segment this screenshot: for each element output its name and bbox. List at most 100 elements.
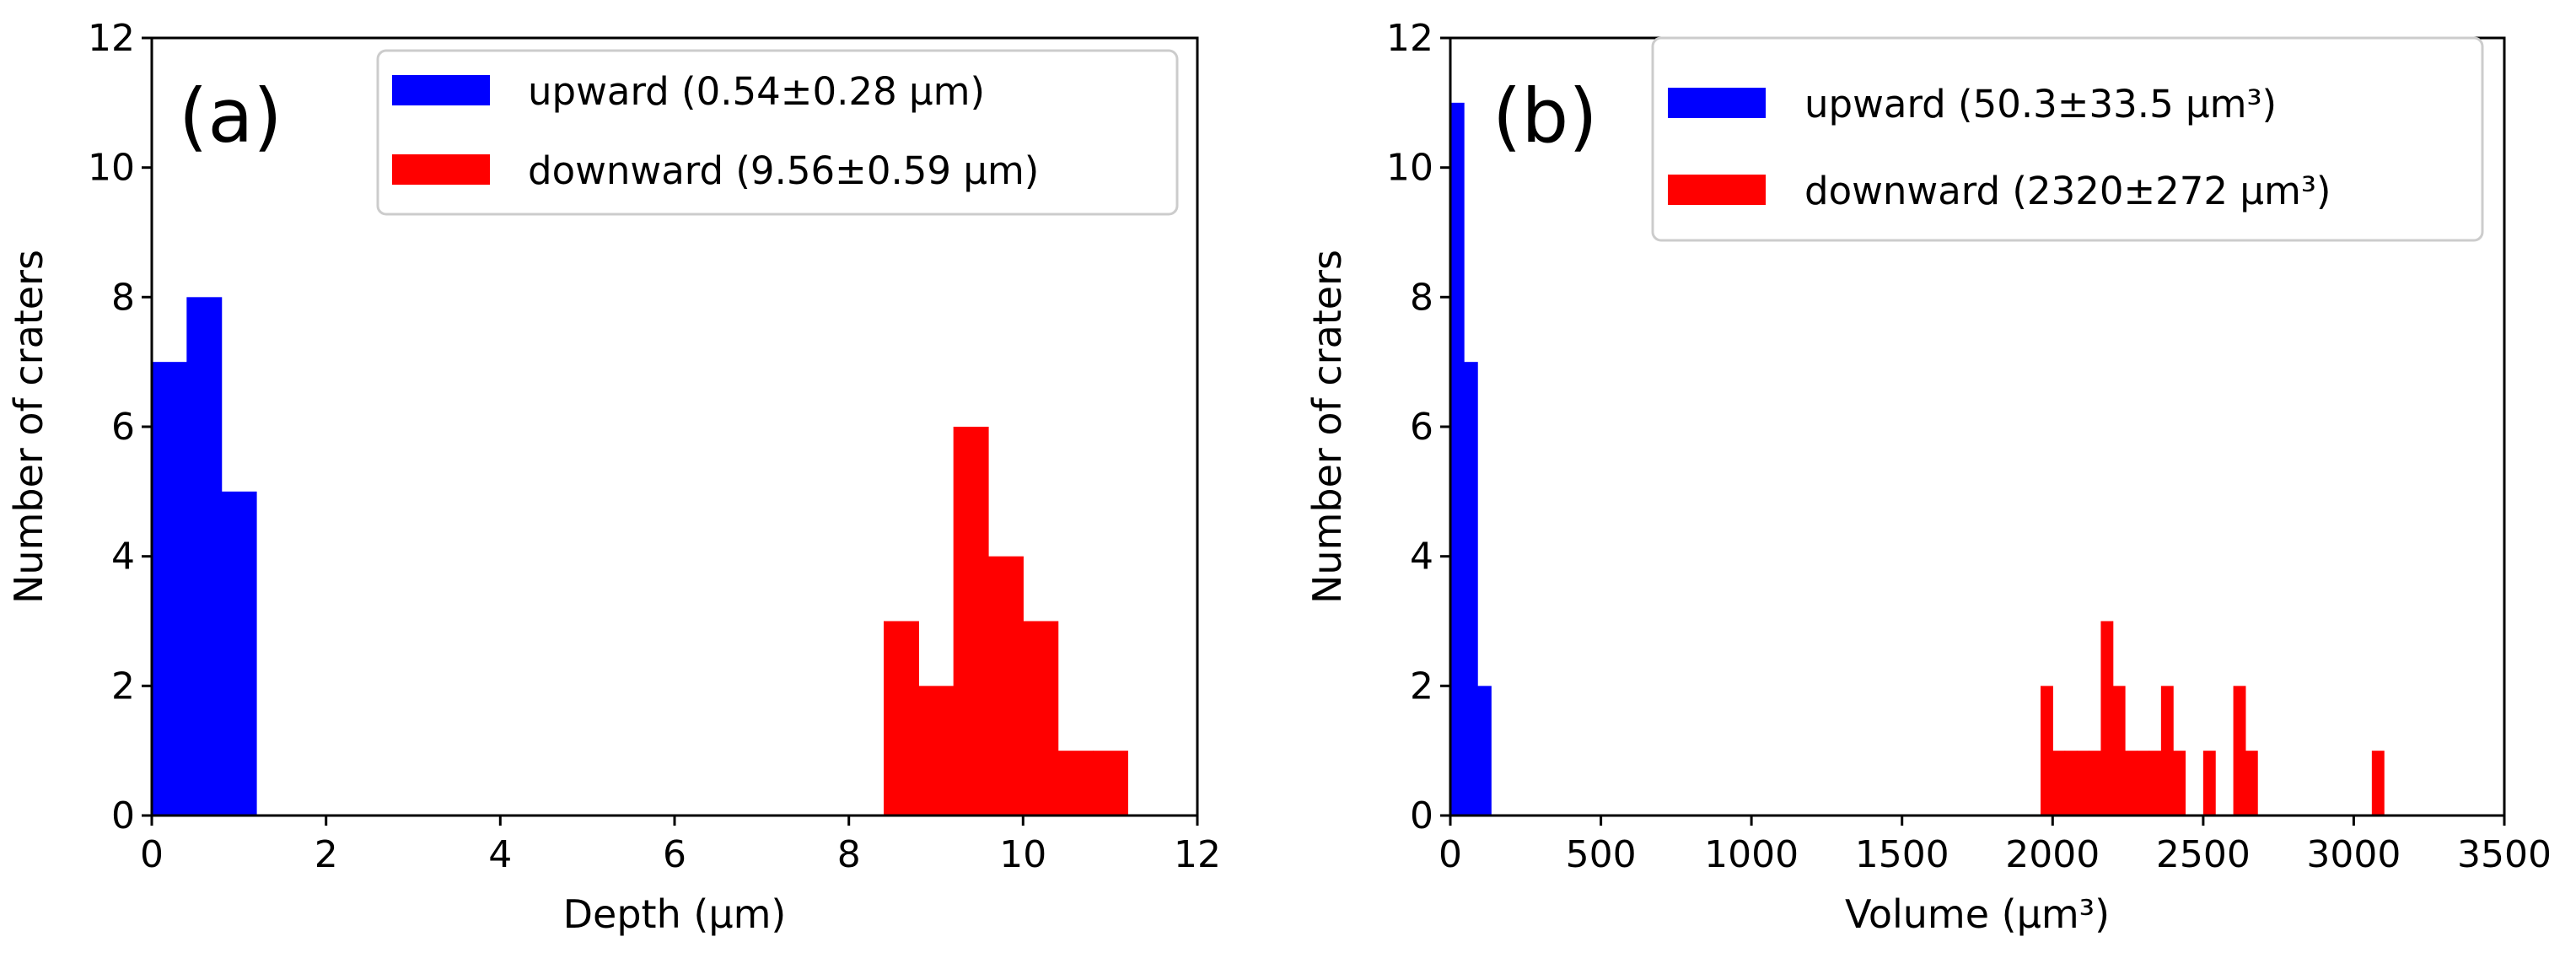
x-tick: 2000	[2005, 816, 2100, 876]
panel-a-x-axis-title: Depth (μm)	[563, 891, 787, 937]
panel-a: 0 2 4 6 8 10 12 0 2 4 6 8 10 12 Depth (μ…	[6, 17, 1221, 937]
histogram-bar-downward	[2041, 686, 2053, 816]
y-tick-label: 12	[88, 17, 135, 60]
histogram-bar-downward	[988, 556, 1024, 816]
y-tick-label: 4	[111, 536, 135, 579]
x-tick-label: 3000	[2306, 833, 2401, 876]
panel-b-legend: upward (50.3±33.5 μm³) downward (2320±27…	[1651, 36, 2484, 242]
y-tick: 12	[1386, 17, 1450, 60]
histogram-bar-downward	[2076, 751, 2089, 816]
legend-frame	[376, 49, 1179, 216]
y-tick: 6	[111, 406, 152, 449]
legend-swatch-downward	[392, 154, 490, 185]
x-tick: 0	[1439, 816, 1462, 876]
histogram-bar-downward	[2245, 751, 2258, 816]
histogram-bar-upward	[152, 362, 187, 816]
x-tick: 6	[663, 816, 686, 876]
legend-swatch-upward	[1668, 88, 1766, 118]
histogram-bar-downward	[2112, 686, 2126, 816]
histogram-bar-downward	[2137, 751, 2150, 816]
legend-swatch-upward	[392, 75, 490, 105]
x-tick-label: 6	[663, 833, 686, 876]
histogram-bar-downward	[1057, 751, 1094, 816]
x-tick-label: 2500	[2156, 833, 2251, 876]
y-tick-label: 2	[1410, 665, 1433, 708]
x-tick-label: 3500	[2457, 833, 2552, 876]
y-tick: 12	[88, 17, 152, 60]
x-tick-label: 2000	[2005, 833, 2100, 876]
histogram-bar-upward	[1477, 686, 1492, 816]
histogram-bar-upward	[186, 297, 223, 816]
histogram-bar-downward	[2052, 751, 2066, 816]
x-tick: 10	[999, 816, 1046, 876]
x-tick: 2500	[2156, 816, 2251, 876]
y-tick: 4	[1410, 536, 1450, 579]
x-tick: 3500	[2457, 816, 2552, 876]
y-tick-label: 0	[1410, 794, 1433, 837]
y-tick-label: 8	[1410, 276, 1433, 319]
y-tick-label: 0	[111, 794, 135, 837]
legend-label-downward: downward (2320±272 μm³)	[1804, 169, 2331, 213]
x-tick: 4	[488, 816, 512, 876]
legend-label-upward: upward (50.3±33.5 μm³)	[1804, 82, 2277, 127]
y-tick-label: 2	[111, 665, 135, 708]
y-tick: 10	[88, 147, 152, 190]
legend-label-upward: upward (0.54±0.28 μm)	[528, 69, 985, 114]
legend-frame	[1651, 36, 2484, 242]
x-tick-label: 4	[488, 833, 512, 876]
x-tick: 2	[315, 816, 338, 876]
x-tick: 3000	[2306, 816, 2401, 876]
histogram-bar-upward	[1464, 362, 1478, 816]
panel-b-y-axis-title: Number of craters	[1304, 250, 1350, 604]
histogram-bar-downward	[2233, 686, 2246, 816]
y-tick: 2	[1410, 665, 1450, 708]
histogram-bar-downward	[918, 686, 955, 816]
x-tick: 1000	[1704, 816, 1799, 876]
x-tick-label: 0	[140, 833, 164, 876]
y-tick-label: 6	[111, 406, 135, 449]
legend-label-downward: downward (9.56±0.59 μm)	[528, 148, 1039, 193]
y-tick: 0	[111, 794, 152, 837]
y-tick: 6	[1410, 406, 1450, 449]
x-tick-label: 10	[999, 833, 1046, 876]
panel-b-yticks: 0 2 4 6 8 10 12	[1386, 17, 1450, 837]
panel-a-bars	[152, 297, 1128, 816]
histogram-bar-downward	[2202, 751, 2216, 816]
x-tick-label: 12	[1174, 833, 1221, 876]
histogram-bar-upward	[1450, 102, 1465, 816]
panel-a-xticks: 0 2 4 6 8 10 12	[140, 816, 1221, 876]
histogram-bar-downward	[1093, 751, 1128, 816]
histogram-bar-downward	[1023, 621, 1059, 816]
y-tick: 8	[1410, 276, 1450, 319]
histogram-bar-upward	[221, 491, 257, 816]
histogram-bar-downward	[2173, 751, 2186, 816]
panel-a-yticks: 0 2 4 6 8 10 12	[88, 17, 152, 837]
y-tick-label: 10	[88, 147, 135, 190]
histogram-bar-downward	[2148, 751, 2162, 816]
panel-b-label: (b)	[1492, 73, 1598, 159]
panel-a-legend: upward (0.54±0.28 μm) downward (9.56±0.5…	[376, 49, 1179, 216]
x-tick: 500	[1566, 816, 1637, 876]
x-tick-label: 2	[315, 833, 338, 876]
panel-a-y-axis-title: Number of craters	[6, 250, 51, 604]
histogram-bar-downward	[2125, 751, 2138, 816]
legend-swatch-downward	[1668, 175, 1766, 205]
panel-a-label: (a)	[179, 73, 282, 159]
x-tick-label: 1500	[1855, 833, 1949, 876]
x-tick: 0	[140, 816, 164, 876]
histogram-bar-downward	[2089, 751, 2102, 816]
histogram-bar-downward	[2371, 751, 2385, 816]
y-tick: 4	[111, 536, 152, 579]
y-tick-label: 8	[111, 276, 135, 319]
y-tick: 10	[1386, 147, 1450, 190]
histogram-bar-downward	[2160, 686, 2174, 816]
histogram-bar-downward	[884, 621, 919, 816]
panel-b: 0 2 4 6 8 10 12 0 500 1000 1500 2000 250…	[1304, 17, 2552, 937]
y-tick-label: 6	[1410, 406, 1433, 449]
x-tick-label: 8	[837, 833, 861, 876]
histogram-bar-downward	[2064, 751, 2078, 816]
y-tick: 0	[1410, 794, 1450, 837]
panel-b-bars	[1450, 102, 2385, 816]
y-tick-label: 4	[1410, 536, 1433, 579]
